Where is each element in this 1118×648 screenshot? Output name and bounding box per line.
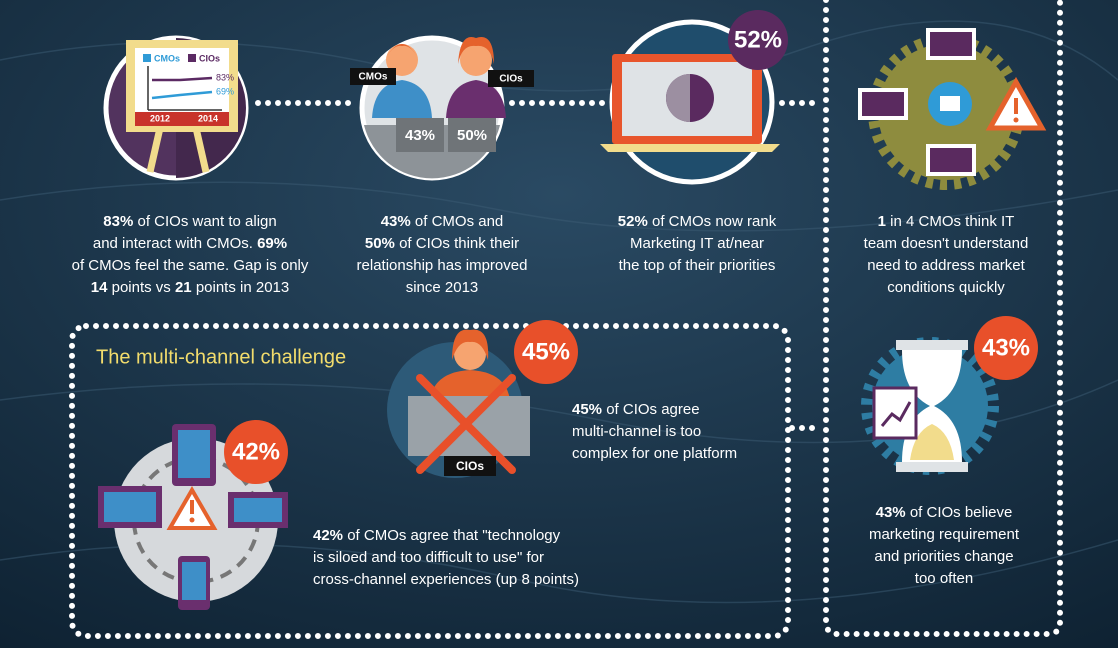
captions: 83% of CIOs want to align and interact wi…: [72, 213, 1029, 588]
badge-value: 43%: [982, 334, 1030, 361]
badge-value: 45%: [522, 338, 570, 365]
legend-label: CMOs: [154, 53, 180, 63]
caption-line: too often: [915, 570, 973, 587]
caption-line: 14 points vs 21 points in 2013: [91, 279, 289, 296]
caption-line: 42% of CMOs agree that "technology: [313, 527, 561, 544]
year-label: 2012: [150, 113, 170, 123]
caption-text: 14: [91, 279, 108, 296]
caption-text: need to address market: [867, 257, 1025, 274]
caption-line: the top of their priorities: [619, 257, 776, 274]
caption-line: need to address market: [867, 257, 1025, 274]
gear-icon: [858, 28, 1047, 190]
caption-text: points in 2013: [192, 279, 290, 296]
complexity-icon: [387, 320, 578, 478]
caption-line: Marketing IT at/near: [630, 235, 764, 252]
caption-line: 43% of CMOs and: [381, 213, 504, 230]
caption-line: since 2013: [406, 279, 479, 296]
legend-label: CIOs: [199, 53, 220, 63]
caption-text: 42%: [313, 527, 343, 544]
chart-value: 69%: [216, 86, 234, 96]
caption-text: of CIOs believe: [906, 504, 1013, 521]
caption-text: cross-channel experiences (up 8 points): [313, 571, 579, 588]
caption-text: marketing requirement: [869, 526, 1020, 543]
caption-text: 69%: [257, 235, 287, 252]
role-label: CIOs: [499, 74, 523, 85]
caption-line: 52% of CMOs now rank: [618, 213, 777, 230]
caption-line: 1 in 4 CMOs think IT: [878, 213, 1015, 230]
caption-text: of CMOs and: [411, 213, 504, 230]
badge-value: 42%: [232, 438, 280, 465]
caption-text: since 2013: [406, 279, 479, 296]
caption-text: 43%: [876, 504, 906, 521]
caption-text: team doesn't understand: [864, 235, 1029, 252]
caption-text: 21: [175, 279, 192, 296]
hourglass-icon: [861, 316, 1038, 475]
caption-text: points vs: [107, 279, 175, 296]
badge-value: 52%: [734, 26, 782, 53]
caption-text: 83%: [103, 213, 133, 230]
chart-value: 83%: [216, 72, 234, 82]
people-icon: [350, 35, 534, 181]
caption-text: Marketing IT at/near: [630, 235, 764, 252]
caption-line: cross-channel experiences (up 8 points): [313, 571, 579, 588]
caption-text: 52%: [618, 213, 648, 230]
caption-line: 50% of CIOs think their: [365, 235, 519, 252]
caption-text: and priorities change: [874, 548, 1013, 565]
caption-text: and interact with CMOs.: [93, 235, 257, 252]
caption-line: conditions quickly: [887, 279, 1005, 296]
caption-line: of CMOs feel the same. Gap is only: [72, 257, 309, 274]
caption-line: team doesn't understand: [864, 235, 1029, 252]
year-label: 2014: [198, 113, 218, 123]
caption-line: 83% of CIOs want to align: [103, 213, 276, 230]
caption-text: multi-channel is too: [572, 423, 701, 440]
caption-text: 50%: [365, 235, 395, 252]
caption-line: is siloed and too difficult to use" for: [313, 549, 544, 566]
caption-line: and priorities change: [874, 548, 1013, 565]
devices-icon: [98, 420, 288, 610]
caption-text: in 4 CMOs think IT: [886, 213, 1014, 230]
thumb-value: 50%: [457, 127, 487, 144]
caption-text: is siloed and too difficult to use" for: [313, 549, 544, 566]
section-title: The multi-channel challenge: [96, 346, 346, 368]
caption-text: of CIOs want to align: [133, 213, 276, 230]
easel-icon: [103, 35, 249, 181]
caption-text: too often: [915, 570, 973, 587]
caption-text: of CIOs agree: [602, 401, 700, 418]
multichannel-box: [69, 323, 791, 639]
role-label: CMOs: [359, 72, 388, 83]
role-label: CIOs: [456, 459, 484, 473]
caption-line: and interact with CMOs. 69%: [93, 235, 287, 252]
caption-text: of CMOs agree that "technology: [343, 527, 561, 544]
caption-line: complex for one platform: [572, 445, 737, 462]
caption-text: 1: [878, 213, 886, 230]
caption-line: multi-channel is too: [572, 423, 701, 440]
caption-line: 43% of CIOs believe: [876, 504, 1013, 521]
caption-text: complex for one platform: [572, 445, 737, 462]
caption-line: relationship has improved: [357, 257, 528, 274]
caption-text: of CMOs now rank: [648, 213, 777, 230]
caption-text: 45%: [572, 401, 602, 418]
caption-text: 43%: [381, 213, 411, 230]
caption-line: 45% of CIOs agree: [572, 401, 700, 418]
caption-text: of CIOs think their: [395, 235, 519, 252]
caption-line: marketing requirement: [869, 526, 1020, 543]
caption-text: of CMOs feel the same. Gap is only: [72, 257, 309, 274]
caption-text: the top of their priorities: [619, 257, 776, 274]
caption-text: conditions quickly: [887, 279, 1005, 296]
laptop-icon: [600, 10, 788, 185]
thumb-value: 43%: [405, 127, 435, 144]
caption-text: relationship has improved: [357, 257, 528, 274]
